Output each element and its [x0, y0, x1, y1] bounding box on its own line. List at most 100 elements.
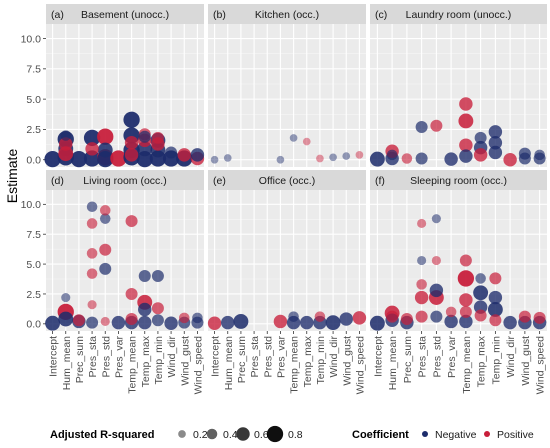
data-point-positive	[125, 287, 138, 300]
data-point-negative	[111, 315, 126, 330]
data-point-negative	[83, 150, 101, 167]
data-point-positive	[459, 293, 473, 307]
data-point-positive	[207, 316, 222, 330]
x-tick-label: Pres_sta	[87, 336, 99, 378]
y-tick-label: 0.0	[26, 155, 41, 167]
plot-panel-background	[208, 190, 366, 331]
x-tick-label: Hum_mean	[61, 336, 73, 390]
x-tick-label: Wind_gust	[179, 336, 191, 386]
facet-panel-4: (d) Living room (occ.) 0.0 2.5 5.0 7.5 10.0 Int…	[21, 170, 204, 394]
data-point-positive	[86, 248, 98, 259]
data-point-positive	[355, 151, 364, 159]
facet-panel-5: (e) Office (occ.) Intercept Hum_mean Prec_su…	[207, 170, 366, 395]
facet-title: Office (occ.)	[259, 175, 315, 187]
data-point-negative	[151, 314, 164, 327]
data-point-negative	[58, 311, 74, 327]
data-point-positive	[459, 305, 472, 318]
data-point-positive	[100, 316, 110, 327]
facet-strip	[208, 4, 366, 24]
data-point-positive	[414, 290, 429, 305]
facet-strip	[370, 170, 547, 190]
data-point-positive	[458, 113, 474, 129]
legend-size-label: 0.6	[254, 429, 269, 441]
data-point-negative	[151, 270, 164, 283]
data-point-negative	[488, 290, 503, 305]
plot-panel-background	[208, 24, 366, 167]
data-point-negative	[415, 152, 428, 165]
data-point-negative	[276, 155, 285, 164]
data-point-negative	[138, 302, 152, 317]
facet-strip	[208, 170, 366, 190]
facet-label: (b)	[213, 9, 226, 21]
x-tick-label: Temp_max	[302, 335, 314, 387]
facet-title: Sleeping room (occ.)	[410, 175, 507, 187]
data-point-positive	[72, 314, 85, 327]
legend-color-key	[422, 431, 428, 437]
data-point-negative	[534, 149, 545, 161]
x-tick-label: Wind_speed	[354, 336, 366, 395]
legend-size-key	[206, 428, 218, 440]
x-tick-label: Wind_gust	[520, 336, 532, 386]
y-tick-label: 5.0	[26, 94, 41, 106]
data-point-positive	[473, 148, 488, 162]
x-tick-label: Pres_sta	[249, 336, 261, 378]
x-tick-label: Prec_sum	[236, 336, 248, 384]
facet-panel-3: (c) Laundry room (unocc.)	[369, 4, 547, 167]
data-point-positive	[151, 302, 164, 315]
x-tick-label: Intercept	[210, 336, 222, 377]
data-point-positive	[518, 310, 531, 323]
x-tick-label: Pres_var	[275, 335, 287, 378]
data-point-negative	[386, 149, 398, 161]
data-point-positive	[503, 153, 517, 167]
data-point-negative	[86, 201, 98, 213]
data-point-positive	[86, 268, 98, 279]
facet-label: (e)	[213, 175, 226, 187]
data-point-positive	[110, 150, 127, 167]
data-point-negative	[97, 142, 113, 158]
x-tick-label: Pres_var	[446, 335, 458, 378]
data-point-negative	[61, 292, 71, 303]
facet-label: (f)	[375, 175, 385, 187]
data-point-positive	[459, 138, 473, 152]
data-point-negative	[192, 312, 203, 324]
legend-color-title: Coefficient	[352, 429, 409, 441]
legend-size-label: 0.8	[288, 429, 303, 441]
data-point-negative	[99, 262, 112, 275]
x-tick-label: Pres_sta	[417, 336, 429, 378]
legend-size-key	[178, 430, 186, 438]
facet-label: (a)	[51, 9, 64, 21]
data-point-negative	[289, 134, 298, 142]
y-tick-label: 0.0	[26, 319, 41, 331]
data-point-negative	[417, 255, 427, 266]
data-point-positive	[316, 154, 324, 163]
legend-size-label: 0.4	[223, 429, 238, 441]
x-tick-label: Temp_mean	[289, 336, 301, 394]
data-point-negative	[473, 285, 489, 301]
facet-title: Laundry room (unocc.)	[406, 9, 512, 21]
data-point-positive	[86, 218, 98, 229]
facet-title: Living room (occ.)	[83, 175, 166, 187]
x-tick-label: Wind_gust	[341, 336, 353, 386]
data-point-positive	[302, 137, 311, 146]
x-tick-label: Temp_max	[476, 335, 488, 387]
data-point-positive	[416, 279, 427, 290]
facet-label: (d)	[51, 175, 64, 187]
x-tick-label: Pres_std	[262, 336, 274, 378]
data-point-negative	[474, 131, 487, 144]
data-point-negative	[369, 315, 385, 331]
facet-panel-6: (f) Sleeping room (occ.) Intercept Hum_mean…	[369, 170, 547, 394]
legend-size-key	[266, 425, 284, 443]
data-point-negative	[429, 283, 444, 298]
data-point-positive	[386, 310, 399, 323]
legend-size-title: Adjusted R-squared	[50, 429, 155, 441]
plot-panel-background	[370, 190, 547, 331]
facet-strip	[46, 170, 204, 190]
data-point-negative	[165, 146, 178, 159]
legend-color-label: Negative	[435, 429, 477, 441]
x-tick-label: Hum_mean	[387, 336, 399, 390]
x-tick-label: Temp_max	[140, 335, 152, 387]
x-tick-label: Prec_sum	[402, 336, 414, 384]
data-point-positive	[533, 311, 546, 324]
